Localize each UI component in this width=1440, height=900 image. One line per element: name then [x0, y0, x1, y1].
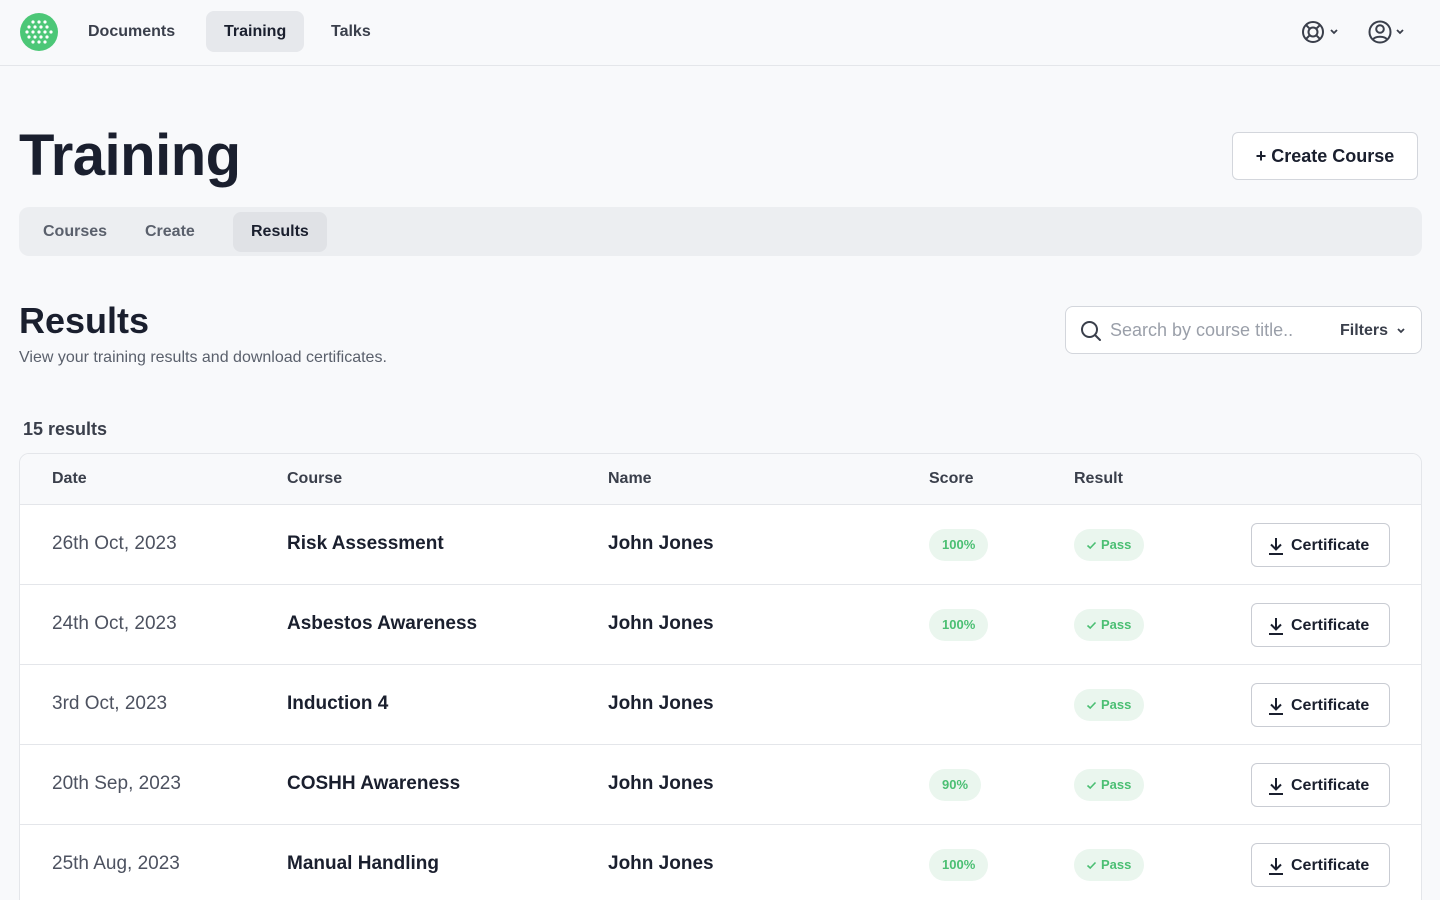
download-icon [1269, 858, 1283, 875]
row-course: COSHH Awareness [287, 773, 461, 794]
results-table: Date Course Name Score Result 26th Oct, … [19, 453, 1422, 900]
row-date: 3rd Oct, 2023 [52, 693, 168, 714]
check-icon [1086, 781, 1097, 790]
tab-create[interactable]: Create [145, 223, 195, 240]
user-circle-icon [1368, 20, 1404, 44]
help-menu-button[interactable] [1300, 17, 1348, 47]
download-certificate-button[interactable]: Certificate [1251, 523, 1390, 567]
certificate-label: Certificate [1291, 857, 1370, 874]
result-label: Pass [1101, 857, 1132, 872]
nav-training[interactable]: Training [206, 11, 305, 52]
download-certificate-button[interactable]: Certificate [1251, 683, 1390, 727]
page-title: Training [19, 123, 241, 188]
score-badge: 100% [929, 609, 989, 641]
lifebuoy-icon [1302, 21, 1338, 43]
result-label: Pass [1101, 617, 1132, 632]
row-name: John Jones [608, 693, 714, 714]
result-badge: Pass [1074, 769, 1145, 801]
row-name: John Jones [608, 613, 714, 634]
check-icon [1086, 621, 1097, 630]
section-title: Results [19, 300, 150, 341]
certificate-label: Certificate [1291, 537, 1370, 554]
score-badge: 100% [929, 849, 989, 881]
column-header-name[interactable]: Name [608, 470, 652, 487]
search-input[interactable] [1110, 315, 1332, 345]
check-icon [1086, 541, 1097, 550]
score-badge: 90% [929, 769, 982, 801]
row-date: 24th Oct, 2023 [52, 613, 177, 634]
row-course: Asbestos Awareness [287, 613, 478, 634]
download-certificate-button[interactable]: Certificate [1251, 603, 1390, 647]
filters-button[interactable]: Filters [1340, 320, 1406, 342]
chevron-down-icon [1397, 328, 1406, 334]
table-row: 26th Oct, 2023 Risk Assessment John Jone… [20, 505, 1421, 585]
column-header-result[interactable]: Result [1074, 470, 1123, 487]
row-name: John Jones [608, 853, 714, 874]
column-header-course[interactable]: Course [287, 470, 343, 487]
top-navbar: Documents Training Talks [0, 0, 1440, 66]
table-row: 3rd Oct, 2023 Induction 4 John Jones Pas… [20, 665, 1421, 745]
download-icon [1269, 698, 1283, 715]
result-label: Pass [1101, 777, 1132, 792]
check-icon [1086, 861, 1097, 870]
nav-talks[interactable]: Talks [331, 23, 371, 40]
row-course: Risk Assessment [287, 533, 444, 554]
result-label: Pass [1101, 537, 1132, 552]
table-row: 25th Aug, 2023 Manual Handling John Jone… [20, 825, 1421, 900]
results-count: 15 results [23, 419, 108, 439]
table-header: Date Course Name Score Result [20, 454, 1421, 505]
score-badge: 100% [929, 529, 989, 561]
column-header-date[interactable]: Date [52, 470, 87, 487]
result-badge: Pass [1074, 689, 1145, 721]
search-box: Filters [1065, 306, 1422, 354]
download-certificate-button[interactable]: Certificate [1251, 843, 1390, 887]
table-row: 20th Sep, 2023 COSHH Awareness John Jone… [20, 745, 1421, 825]
result-badge: Pass [1074, 529, 1145, 561]
nav-documents[interactable]: Documents [88, 23, 176, 40]
row-name: John Jones [608, 533, 714, 554]
row-date: 20th Sep, 2023 [52, 773, 181, 794]
tab-courses[interactable]: Courses [43, 223, 108, 240]
filters-label: Filters [1340, 322, 1389, 339]
certificate-label: Certificate [1291, 617, 1370, 634]
logo-icon[interactable] [20, 13, 58, 51]
download-icon [1269, 778, 1283, 795]
table-row: 24th Oct, 2023 Asbestos Awareness John J… [20, 585, 1421, 665]
section-subtitle: View your training results and download … [19, 349, 387, 366]
download-icon [1269, 538, 1283, 555]
account-menu-button[interactable] [1366, 17, 1414, 47]
training-subtabs: Courses Create Results [19, 207, 1422, 256]
result-badge: Pass [1074, 849, 1145, 881]
create-course-button[interactable]: + Create Course [1232, 132, 1418, 180]
result-badge: Pass [1074, 609, 1145, 641]
download-icon [1269, 618, 1283, 635]
certificate-label: Certificate [1291, 697, 1370, 714]
check-icon [1086, 701, 1097, 710]
row-course: Induction 4 [287, 693, 389, 714]
row-date: 26th Oct, 2023 [52, 533, 177, 554]
search-icon [1081, 321, 1101, 341]
row-name: John Jones [608, 773, 714, 794]
download-certificate-button[interactable]: Certificate [1251, 763, 1390, 807]
row-course: Manual Handling [287, 853, 439, 874]
certificate-label: Certificate [1291, 777, 1370, 794]
tab-results[interactable]: Results [233, 212, 327, 252]
result-label: Pass [1101, 697, 1132, 712]
column-header-score[interactable]: Score [929, 470, 974, 487]
row-date: 25th Aug, 2023 [52, 853, 180, 874]
